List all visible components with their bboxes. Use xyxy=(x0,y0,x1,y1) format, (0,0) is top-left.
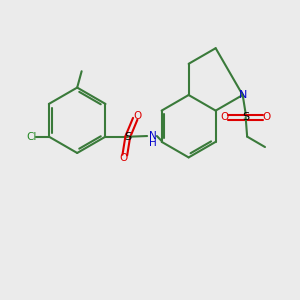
Text: O: O xyxy=(134,111,142,121)
Text: N: N xyxy=(149,131,157,141)
Text: H: H xyxy=(149,139,157,148)
Text: O: O xyxy=(262,112,271,122)
Text: O: O xyxy=(221,112,229,122)
Text: N: N xyxy=(238,90,247,100)
Text: S: S xyxy=(242,112,249,122)
Text: S: S xyxy=(124,132,131,142)
Text: Cl: Cl xyxy=(26,132,37,142)
Text: O: O xyxy=(119,153,128,163)
